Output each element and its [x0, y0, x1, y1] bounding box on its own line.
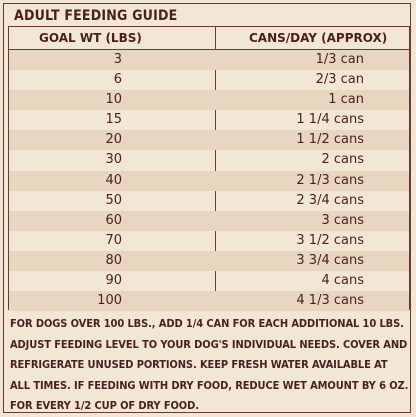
weight-cell: 15	[105, 112, 122, 128]
cans-cell: 4 cans	[321, 273, 364, 289]
header-cans-per-day: CANS/DAY (APPROX)	[249, 31, 388, 45]
cans-cell: 2 3/4 cans	[296, 192, 364, 208]
table-row: 100 4 1/3 cans	[9, 291, 409, 312]
table-row: 30 2 cans	[9, 150, 409, 170]
table-row: 10 1 can	[9, 90, 409, 111]
page-title: ADULT FEEDING GUIDE	[14, 8, 178, 24]
table-row: 90 4 cans	[9, 271, 409, 291]
cans-cell: 2 1/3 cans	[296, 172, 364, 188]
header-goal-weight: GOAL WT (LBS)	[39, 31, 142, 45]
weight-cell: 100	[97, 293, 122, 309]
weight-cell: 50	[105, 192, 122, 208]
weight-cell: 3	[113, 52, 122, 67]
table-row: 60 3 cans	[9, 210, 409, 231]
weight-cell: 90	[105, 273, 122, 289]
cans-cell: 1 can	[328, 92, 364, 108]
table-row: 80 3 3/4 cans	[9, 250, 409, 272]
cans-cell: 1/3 can	[315, 52, 364, 67]
weight-cell: 40	[105, 172, 122, 188]
cans-cell: 3 cans	[321, 212, 364, 228]
table-row: 15 1 1/4 cans	[9, 110, 409, 130]
feeding-guide-panel: ADULT FEEDING GUIDE GOAL WT (LBS) CANS/D…	[3, 3, 411, 413]
table-row: 3 1/3 can	[9, 50, 409, 71]
table-row: 40 2 1/3 cans	[9, 170, 409, 191]
cans-cell: 4 1/3 cans	[296, 293, 364, 309]
weight-cell: 30	[105, 152, 122, 168]
cans-cell: 3 1/2 cans	[296, 232, 364, 248]
table-body: 3 1/3 can 6 2/3 can 10 1 can 15 1 1/4 cans 20 1 1…	[9, 50, 409, 312]
table-row: 50 2 3/4 cans	[9, 191, 409, 211]
cans-cell: 2 cans	[321, 152, 364, 168]
table-row: 6 2/3 can	[9, 70, 409, 90]
weight-cell: 10	[105, 92, 122, 108]
header-separator	[9, 49, 409, 50]
cans-cell: 1 1/4 cans	[296, 112, 364, 128]
table-row: 70 3 1/2 cans	[9, 231, 409, 251]
weight-cell: 20	[105, 132, 122, 148]
weight-cell: 70	[105, 232, 122, 248]
weight-cell: 60	[105, 212, 122, 228]
cans-cell: 1 1/2 cans	[296, 132, 364, 148]
feeding-table: GOAL WT (LBS) CANS/DAY (APPROX) 3 1/3 can…	[8, 26, 410, 312]
weight-cell: 80	[105, 252, 122, 268]
weight-cell: 6	[113, 72, 122, 88]
column-divider	[215, 27, 216, 309]
table-row: 20 1 1/2 cans	[9, 130, 409, 151]
feeding-note: FOR DOGS OVER 100 LBS., ADD 1/4 CAN FOR …	[10, 317, 409, 413]
cans-cell: 3 3/4 cans	[296, 252, 364, 268]
cans-cell: 2/3 can	[315, 72, 364, 88]
